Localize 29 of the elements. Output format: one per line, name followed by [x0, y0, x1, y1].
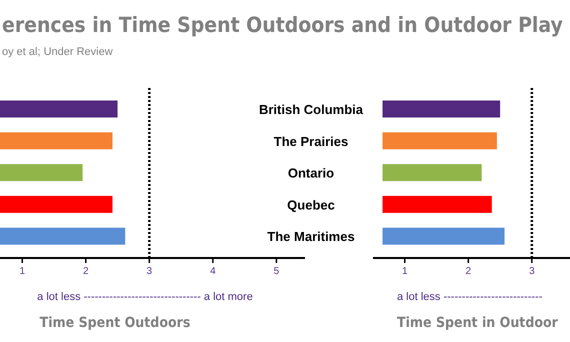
text: a lot less -------------------------------- a lot more: [37, 291, 253, 303]
y-tick-label: The Maritimes: [267, 229, 355, 244]
text: a lot less ---------------------------: [397, 291, 543, 303]
bar: [382, 132, 497, 150]
bar: [0, 228, 126, 245]
x-tick-label: 4: [210, 266, 216, 277]
x-tick-label: 3: [529, 266, 536, 277]
x-tick-label: 2: [466, 266, 472, 277]
bar: [382, 100, 500, 118]
x-tick-label: 1: [19, 266, 26, 277]
bar: [382, 196, 492, 213]
bar: [0, 196, 112, 213]
x-axis-title: Time Spent in Outdoor: [397, 315, 559, 331]
x-tick-label: 1: [402, 266, 408, 277]
bar: [382, 228, 505, 245]
x-tick-label: 3: [146, 266, 153, 277]
x-tick-label: 5: [274, 266, 280, 277]
y-tick-label: Ontario: [288, 166, 334, 181]
bar: [382, 164, 482, 182]
y-tick-label: Quebec: [287, 197, 335, 212]
y-tick-label: The Prairies: [274, 134, 348, 149]
y-tick-label: British Columbia: [258, 102, 364, 117]
x-axis-title: Time Spent Outdoors: [40, 315, 190, 331]
bar: [0, 164, 83, 182]
bar: [0, 132, 112, 150]
x-tick-label: 2: [83, 266, 89, 277]
chart-title: erences in Time Spent Outdoors and in Outdoor Play: [2, 13, 563, 37]
bar: [0, 100, 118, 118]
chart-subtitle: oy et al; Under Review: [2, 46, 113, 58]
